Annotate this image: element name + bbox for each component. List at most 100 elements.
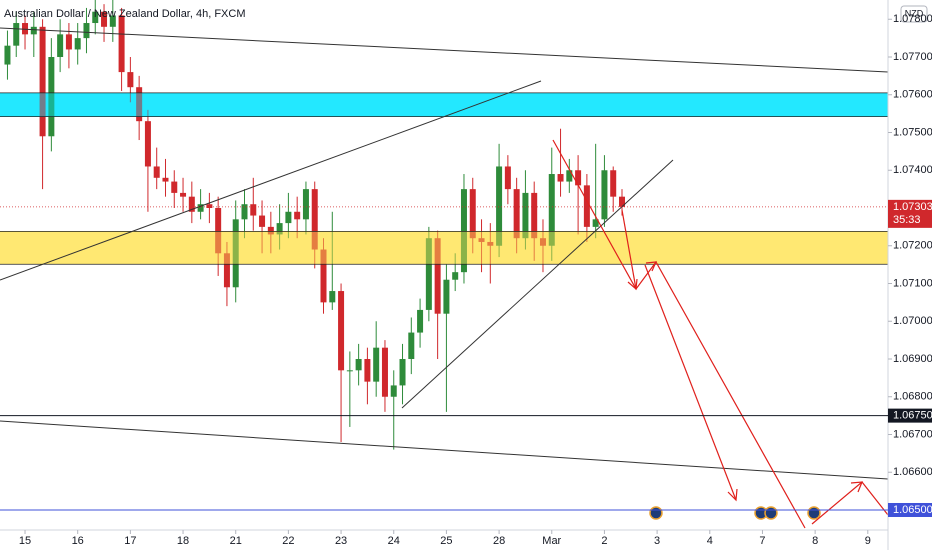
countdown-label: 35:33 bbox=[893, 214, 921, 226]
candle-body bbox=[83, 23, 90, 39]
candle-body bbox=[592, 219, 599, 227]
candle-body bbox=[118, 15, 125, 73]
candle-body bbox=[162, 177, 169, 182]
candle-body bbox=[276, 223, 283, 235]
trend-line bbox=[0, 27, 889, 73]
x-tick-label: 21 bbox=[230, 535, 242, 547]
arrow-head bbox=[645, 261, 657, 272]
candle-body bbox=[223, 253, 230, 288]
currency-label: NZD bbox=[905, 8, 924, 18]
y-tick-label: 1.07100 bbox=[893, 277, 932, 289]
candle-body bbox=[443, 279, 450, 314]
candle-body bbox=[74, 38, 81, 50]
x-tick-label: 28 bbox=[493, 535, 505, 547]
x-tick-label: 9 bbox=[865, 535, 871, 547]
zone-tint bbox=[0, 231, 888, 265]
candle-body bbox=[346, 370, 353, 372]
x-tick-label: 15 bbox=[19, 535, 31, 547]
drawings bbox=[0, 27, 889, 529]
candle-body bbox=[171, 181, 178, 193]
candle-body bbox=[30, 26, 37, 35]
candle-body bbox=[618, 196, 625, 207]
candle-body bbox=[206, 204, 213, 208]
candle-body bbox=[557, 174, 564, 182]
currency-badge[interactable] bbox=[900, 5, 928, 23]
candle-body bbox=[329, 291, 336, 303]
x-tick-label: 3 bbox=[654, 535, 660, 547]
arrow-head bbox=[850, 481, 863, 493]
event-icon[interactable] bbox=[764, 506, 778, 520]
candle-body bbox=[197, 204, 204, 212]
candle-body bbox=[153, 166, 160, 178]
candle-body bbox=[373, 347, 380, 382]
candle-body bbox=[355, 358, 362, 371]
y-tick-label: 1.07600 bbox=[893, 89, 932, 101]
candle-body bbox=[610, 170, 617, 197]
candle-body bbox=[136, 87, 143, 122]
y-tick-label: 1.07700 bbox=[893, 51, 932, 63]
candle-body bbox=[513, 189, 520, 239]
x-tick-label: 4 bbox=[707, 535, 713, 547]
candle-body bbox=[460, 189, 467, 273]
chart-title: Australian Dollar / New Zealand Dollar, … bbox=[4, 8, 245, 20]
candle-body bbox=[101, 11, 108, 27]
candle-body bbox=[452, 272, 459, 280]
candle-body bbox=[92, 11, 99, 24]
candle-body bbox=[522, 192, 529, 239]
candle-body bbox=[390, 385, 397, 397]
event-icon[interactable] bbox=[649, 506, 663, 520]
candle-body bbox=[267, 226, 274, 235]
y-tick-label: 1.07800 bbox=[893, 13, 932, 25]
x-tick-label: 22 bbox=[282, 535, 294, 547]
candle-body bbox=[575, 170, 582, 186]
last-price-box bbox=[888, 199, 932, 228]
y-tick-label: 1.07200 bbox=[893, 240, 932, 252]
candle-body bbox=[57, 34, 64, 58]
candle-body bbox=[144, 121, 151, 167]
level-label-box bbox=[888, 502, 932, 517]
candle-body bbox=[39, 26, 46, 137]
level-label: 1.06750 bbox=[893, 410, 932, 422]
candle-body bbox=[127, 72, 134, 88]
candle-body bbox=[531, 192, 538, 239]
y-tick-label: 1.06800 bbox=[893, 391, 932, 403]
level-label-box bbox=[888, 408, 932, 423]
candle-body bbox=[48, 57, 55, 137]
candle-body bbox=[338, 291, 345, 371]
y-tick-label: 1.06700 bbox=[893, 428, 932, 440]
x-tick-label: Mar bbox=[542, 535, 561, 547]
candle-body bbox=[320, 249, 327, 303]
y-tick-label: 1.07400 bbox=[893, 164, 932, 176]
candle-body bbox=[496, 166, 503, 246]
candle-body bbox=[504, 166, 511, 190]
candle-body bbox=[408, 332, 415, 359]
y-tick-label: 1.07000 bbox=[893, 315, 932, 327]
projection-arrow bbox=[621, 209, 637, 290]
candle-body bbox=[601, 170, 608, 220]
candle-body bbox=[417, 309, 424, 333]
candle-body bbox=[13, 23, 20, 46]
candle-body bbox=[65, 34, 72, 50]
trend-line bbox=[401, 159, 674, 409]
candle-body bbox=[583, 185, 590, 227]
candle-body bbox=[311, 189, 318, 250]
candle-body bbox=[294, 211, 301, 220]
candle-body bbox=[425, 238, 432, 310]
candle-body bbox=[539, 238, 546, 246]
x-tick-label: 24 bbox=[388, 535, 400, 547]
zone bbox=[0, 231, 888, 265]
x-tick-label: 25 bbox=[440, 535, 452, 547]
candles bbox=[4, 0, 625, 450]
candle-body bbox=[241, 204, 248, 220]
projection-arrow bbox=[552, 139, 806, 529]
candle-body bbox=[302, 189, 309, 220]
zones bbox=[0, 92, 888, 265]
projection-arrow bbox=[644, 264, 737, 501]
candle-body bbox=[215, 207, 222, 254]
event-icon[interactable] bbox=[807, 506, 821, 520]
candle-body bbox=[548, 174, 555, 246]
x-tick-label: 8 bbox=[812, 535, 818, 547]
candle-body bbox=[566, 170, 573, 182]
level-label: 1.06500 bbox=[893, 504, 932, 516]
